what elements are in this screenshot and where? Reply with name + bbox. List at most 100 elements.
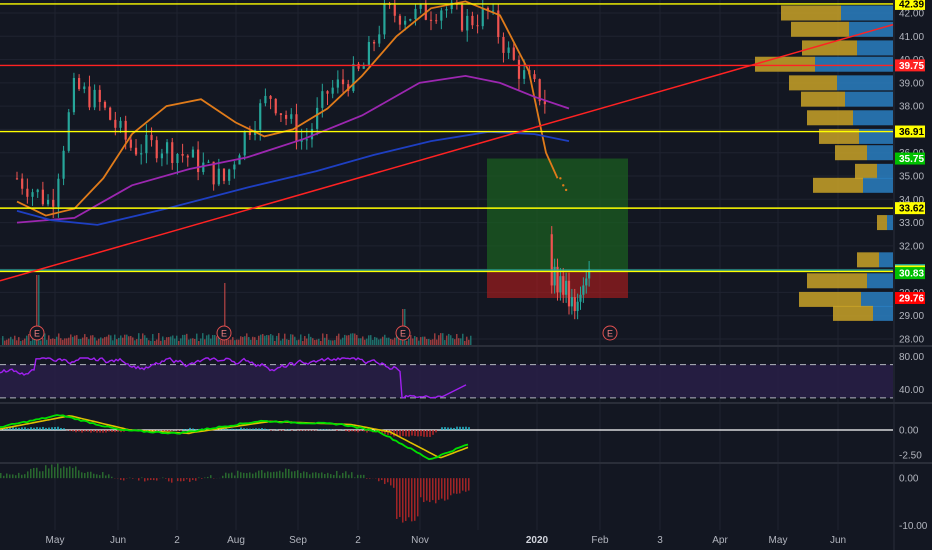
volume-bar <box>262 334 264 345</box>
candle <box>217 168 220 185</box>
macd-histogram-bar <box>30 427 32 430</box>
histogram-bar <box>237 470 239 479</box>
volume-bar <box>60 338 62 345</box>
volume-bar <box>278 333 280 345</box>
time-tick-label: May <box>769 535 788 546</box>
volume-bar <box>72 336 74 345</box>
macd-histogram-bar <box>432 430 434 435</box>
macd-histogram-bar <box>171 430 173 431</box>
candle <box>559 276 562 293</box>
histogram-bar <box>108 474 110 479</box>
macd-histogram-bar <box>177 430 179 431</box>
price-tag[interactable]: 30.83 <box>895 267 925 280</box>
candle <box>352 63 355 92</box>
histogram-bar <box>24 474 26 479</box>
macd-histogram-bar <box>423 430 425 437</box>
price-tag[interactable]: 33.62 <box>895 202 925 215</box>
histogram-bar <box>69 466 71 479</box>
indicator-tick-label: 80.00 <box>899 352 924 363</box>
volume-bar <box>4 340 6 345</box>
price-tag-label: 36.91 <box>899 127 924 138</box>
macd-histogram-bar <box>357 430 359 433</box>
price-tag[interactable]: 36.91 <box>895 125 925 139</box>
price-axis[interactable]: 42.0041.0040.0039.0038.0037.0036.0035.00… <box>895 0 928 532</box>
volume-bar <box>232 337 234 345</box>
macd-histogram-bar <box>378 430 380 432</box>
histogram-bar <box>144 478 146 482</box>
macd-histogram-bar <box>189 427 191 430</box>
volume-bar <box>178 340 180 345</box>
histogram-bar <box>27 471 29 479</box>
volume-profile-bar <box>835 145 867 161</box>
volume-bar <box>84 334 86 345</box>
histogram-bar <box>453 478 455 494</box>
volume-bar <box>156 339 158 345</box>
volume-bar <box>380 338 382 345</box>
histogram-bar <box>336 470 338 479</box>
indicator-tick-label: -10.00 <box>899 521 928 532</box>
candle <box>124 120 127 140</box>
volume-bar <box>54 338 56 345</box>
macd-histogram-bar <box>192 428 194 430</box>
histogram-bar <box>72 467 74 479</box>
histogram-bar <box>276 471 278 479</box>
volume-profile-bar <box>857 40 893 56</box>
volume-bar <box>406 340 408 345</box>
macd-histogram-bar <box>282 430 284 431</box>
macd-histogram-bar <box>417 430 419 437</box>
macd-histogram-bar <box>162 430 164 432</box>
candle <box>466 15 469 31</box>
volume-bar <box>106 336 108 345</box>
histogram-bar <box>189 478 191 482</box>
time-axis[interactable]: May Jun 2 Aug Sep 2 Nov 2020 Feb 3 Apr May Jun <box>46 535 847 546</box>
moving-average-line <box>16 74 570 224</box>
macd-histogram-bar <box>420 430 422 437</box>
earnings-event-marker[interactable]: E <box>602 325 618 341</box>
histogram-pane[interactable] <box>0 463 470 523</box>
volume-bar <box>382 336 384 345</box>
histogram-bar <box>333 474 335 479</box>
macd-pane[interactable] <box>0 414 893 461</box>
histogram-bar <box>210 475 212 479</box>
macd-histogram-bar <box>24 427 26 430</box>
moving-average-line <box>16 0 559 217</box>
volume-bar <box>268 335 270 345</box>
volume-bar <box>242 336 244 345</box>
macd-histogram-bar <box>402 430 404 436</box>
candle <box>31 192 34 197</box>
candle <box>279 113 283 116</box>
volume-bar <box>438 335 440 345</box>
volume-bar <box>442 333 444 345</box>
histogram-bar <box>315 472 317 479</box>
volume-bar <box>468 339 470 345</box>
volume-profile-bar <box>807 273 867 289</box>
volume-profile-bar <box>807 110 853 126</box>
volume-bar <box>446 335 448 345</box>
earnings-event-marker[interactable]: E <box>216 325 232 341</box>
histogram-bar <box>381 478 383 481</box>
histogram-bar <box>282 472 284 479</box>
volume-bar <box>110 335 112 345</box>
volume-bar <box>318 338 320 345</box>
earnings-event-marker[interactable]: E <box>29 325 45 341</box>
macd-histogram-bar <box>348 430 350 432</box>
price-tag[interactable]: 35.75 <box>895 152 925 166</box>
volume-bar <box>386 337 388 345</box>
histogram-bar <box>309 474 311 479</box>
histogram-bar <box>243 472 245 479</box>
histogram-bar <box>240 472 242 479</box>
histogram-bar <box>384 478 386 485</box>
price-tag[interactable]: 42.39 <box>895 0 925 10</box>
histogram-bar <box>279 470 281 479</box>
price-tag[interactable]: 39.75 <box>895 59 925 72</box>
time-tick-label: 2 <box>355 535 361 546</box>
earnings-event-marker[interactable]: E <box>395 325 411 341</box>
candle <box>191 149 195 158</box>
price-tag[interactable]: 29.76 <box>895 292 925 305</box>
oscillator-pane[interactable] <box>0 357 893 399</box>
macd-histogram-bar <box>366 430 368 433</box>
histogram-bar <box>30 468 32 479</box>
candle <box>419 4 422 9</box>
